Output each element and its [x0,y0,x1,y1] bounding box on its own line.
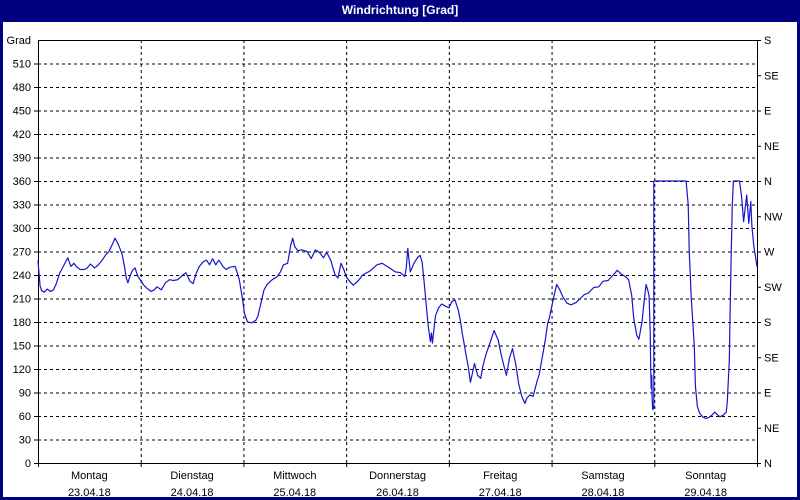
day-date-label: 27.04.18 [479,487,522,497]
compass-label: N [764,176,772,188]
wind-direction-series-line [37,180,758,419]
grid-lines [38,40,757,463]
y-axis-right [757,40,761,464]
wind-direction-chart: 0 30 60 90 120 150 180 210 240 270 300 330 360 390 420… [7,35,783,497]
day-date-label: 23.04.18 [68,487,111,497]
day-date-label: 28.04.18 [582,487,625,497]
compass-label: NE [764,141,779,153]
y-axis-left [34,63,38,464]
compass-label: SE [764,352,779,364]
y-axis-tick-label: 450 [13,106,31,118]
y-axis-tick-label: 420 [13,129,31,141]
window-title-bar: Windrichtung [Grad] [0,0,800,22]
compass-label: NE [764,423,779,435]
compass-label: SW [764,282,782,294]
compass-label: N [764,458,772,470]
y-axis-tick-label: 240 [13,270,31,282]
day-name-label: Donnerstag [369,470,426,482]
day-name-label: Mittwoch [273,470,316,482]
compass-label: E [764,388,771,400]
y-axis-tick-label: 210 [13,294,31,306]
window-title: Windrichtung [Grad] [341,3,459,17]
y-axis-tick-label: 30 [19,435,31,447]
y-axis-tick-label: 0 [25,458,31,470]
day-date-label: 29.04.18 [684,487,727,497]
day-name-label: Montag [71,470,108,482]
day-date-label: 25.04.18 [273,487,316,497]
y-axis-tick-label: 60 [19,411,31,423]
y-axis-tick-label: 120 [13,364,31,376]
y-axis-tick-label: 150 [13,341,31,353]
y-axis-tick-label: 480 [13,82,31,94]
y-axis-tick-label: 270 [13,247,31,259]
compass-label: SE [764,70,779,82]
compass-label: E [764,106,771,118]
x-axis [38,463,758,467]
y-axis-unit-label: Grad [7,35,31,47]
compass-label: S [764,317,771,329]
y-axis-tick-label: 90 [19,388,31,400]
y-axis-tick-label: 360 [13,176,31,188]
day-date-label: 24.04.18 [171,487,214,497]
y-axis-tick-label: 390 [13,153,31,165]
y-axis-tick-label: 300 [13,223,31,235]
day-name-label: Samstag [581,470,624,482]
day-name-label: Freitag [483,470,517,482]
compass-label: NW [764,211,783,223]
compass-label: W [764,247,775,259]
plot-area-wrapper: 0 30 60 90 120 150 180 210 240 270 300 330 360 390 420… [3,22,797,497]
y-axis-tick-label: 180 [13,317,31,329]
y-axis-tick-label: 510 [13,59,31,71]
compass-label: S [764,35,771,47]
day-name-label: Sonntag [685,470,726,482]
day-name-label: Dienstag [170,470,213,482]
y-axis-tick-label: 330 [13,200,31,212]
day-date-label: 26.04.18 [376,487,419,497]
